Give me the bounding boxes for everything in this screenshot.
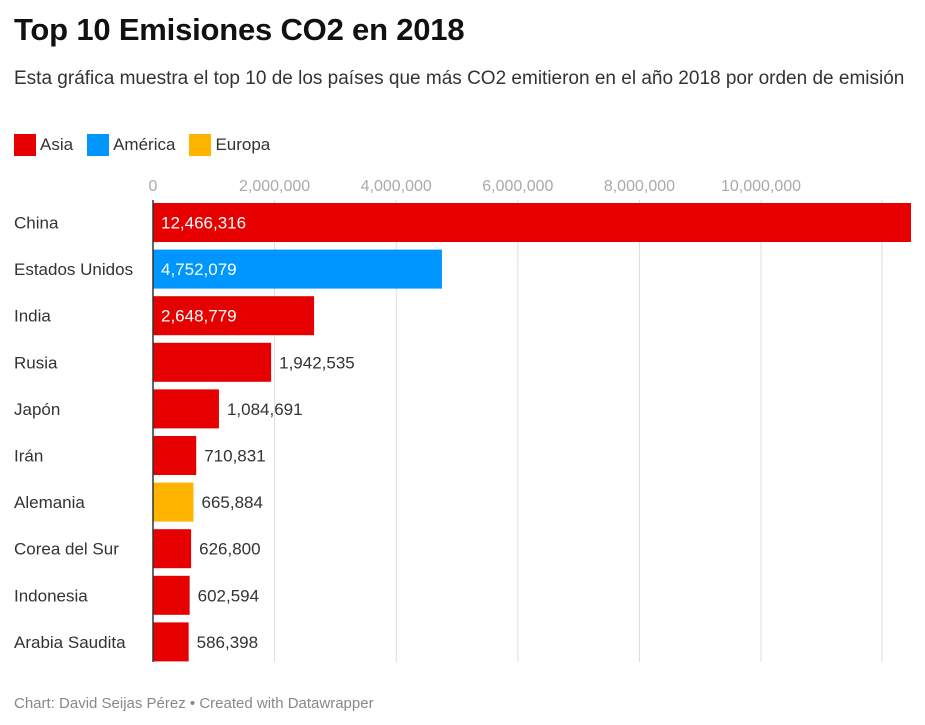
x-tick-label: 10,000,000 [721,178,801,195]
category-label: China [14,214,59,233]
bar-india [153,296,315,336]
data-label: 12,466,316 [161,214,246,233]
category-label: Arabia Saudita [14,633,126,652]
category-label: Irán [14,447,43,466]
category-label: Alemania [14,493,85,512]
category-label: Estados Unidos [14,260,133,279]
x-tick-label: 0 [149,178,158,195]
data-label: 586,398 [197,633,258,652]
chart-footer: Chart: David Seijas Pérez • Created with… [14,695,374,712]
x-tick-label: 6,000,000 [482,178,553,195]
data-label: 626,800 [199,540,260,559]
bar-chart: 0 2,000,000 4,000,000 6,000,000 8,000,000 10,… [14,178,911,662]
legend-label-europa: Europa [215,135,271,154]
data-label: 602,594 [198,586,259,605]
x-tick-label: 2,000,000 [239,178,310,195]
bar-indonesia [153,575,190,615]
legend-swatch-asia [14,134,36,156]
bar-rusia [153,342,272,382]
legend-item-asia: Asia [14,134,73,156]
data-label: 1,084,691 [227,400,303,419]
category-label: India [14,307,51,326]
category-label: Japón [14,400,60,419]
legend-label-asia: Asia [40,135,74,154]
data-label: 665,884 [201,493,262,512]
legend-swatch-europa [189,134,212,156]
data-label: 1,942,535 [279,353,355,372]
bar-alemania [153,482,194,522]
legend-swatch-america [87,134,110,156]
legend-label-america: América [113,135,176,154]
data-label: 2,648,779 [161,307,237,326]
bar-iran [153,436,197,475]
chart-title: Top 10 Emisiones CO2 en 2018 [14,12,465,47]
bar-corea-del-sur [153,529,192,569]
legend-item-europa: Europa [189,134,270,156]
bar-estados-unidos [153,249,442,289]
legend-item-america: América [87,134,175,156]
x-tick-label: 4,000,000 [361,178,432,195]
x-tick-label: 8,000,000 [604,178,675,195]
bar-china [153,203,911,242]
category-label: Rusia [14,353,58,372]
bar-arabia-saudita [153,622,189,662]
data-label: 710,831 [204,447,265,466]
bar-japon [153,389,219,429]
category-label: Corea del Sur [14,540,119,559]
data-label: 4,752,079 [161,260,237,279]
chart-subtitle: Esta gráfica muestra el top 10 de los pa… [14,68,905,89]
legend: Asia América Europa [14,134,270,156]
category-label: Indonesia [14,586,88,605]
